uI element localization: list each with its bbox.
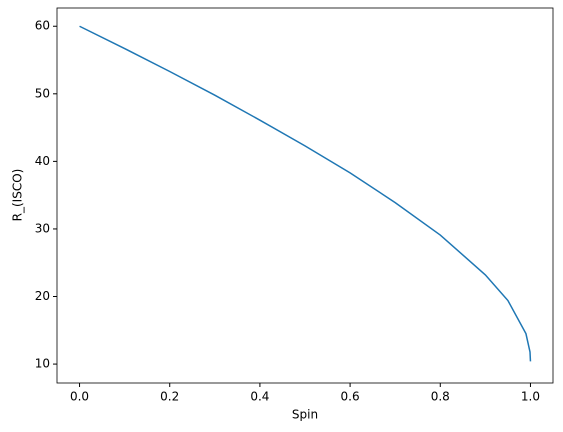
- x-tick-label: 0.6: [341, 390, 360, 404]
- x-tick-label: 0.2: [160, 390, 179, 404]
- y-axis-label: R_(ISCO): [11, 169, 25, 222]
- x-tick-label: 0.0: [70, 390, 89, 404]
- x-tick-label: 0.8: [431, 390, 450, 404]
- y-tick-label: 50: [35, 86, 50, 100]
- axes-frame: [56, 7, 554, 384]
- x-tick-label: 1.0: [521, 390, 540, 404]
- y-tick-label: 60: [35, 19, 50, 33]
- y-tick-label: 40: [35, 154, 50, 168]
- x-tick-label: 0.4: [250, 390, 269, 404]
- y-tick-label: 30: [35, 221, 50, 235]
- x-axis-label: Spin: [292, 408, 318, 422]
- line-series: [79, 25, 532, 362]
- y-tick-label: 20: [35, 289, 50, 303]
- y-tick-label: 10: [35, 357, 50, 371]
